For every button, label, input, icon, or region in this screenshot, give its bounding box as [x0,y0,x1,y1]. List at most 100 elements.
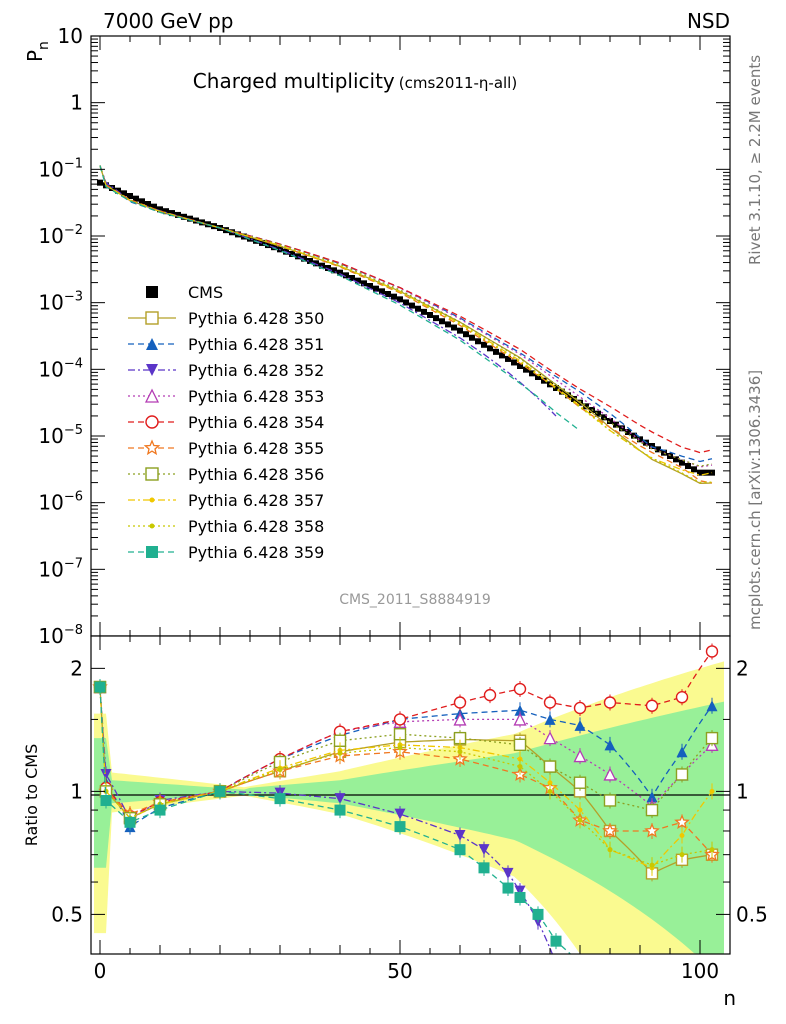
main-curves [97,165,715,484]
ratio-point [679,832,685,838]
ratio-point [573,701,587,715]
ratio-point [574,719,586,731]
cms-data-point [163,208,169,215]
ratio-point [706,700,718,712]
legend-marker [502,867,514,879]
chart-title-sub: (cms2011-η-all) [399,74,517,92]
cms-data-point [181,213,187,220]
cms-data-point [487,345,493,352]
legend-marker [604,739,616,751]
legend-marker [513,738,527,752]
ratio-point [603,696,617,709]
legend-marker [454,844,466,856]
ratio-point [100,768,112,780]
cms-data-point [403,299,409,306]
legend-marker [645,803,659,817]
ratio-point [274,793,286,805]
cms-data-point [397,296,403,303]
ratio-point [397,745,403,751]
legend-marker [393,713,407,726]
cms-data-point [553,385,559,391]
ratio-point [602,822,618,838]
cms-data-point [655,446,661,453]
analysis-watermark: CMS_2011_S8884919 [339,592,491,608]
legend-marker [674,814,690,829]
x-tick-label: 0 [94,959,107,983]
y-tick-base: 10 [38,424,63,448]
legend-entry: CMS [146,283,223,302]
cms-data-point [325,265,331,271]
legend-marker [602,822,618,838]
ratio-point [514,704,526,716]
cms-data-point [523,366,529,373]
y-tick-base: 10 [38,291,63,315]
legend-marker [709,788,715,794]
y-tick-base: 10 [38,491,63,515]
cms-data-point [457,327,463,334]
chart-title-main: Charged multiplicity [193,69,395,93]
cms-data-point [265,242,271,249]
legend-marker [607,847,613,853]
legend-label: Pythia 6.428 352 [188,361,324,380]
legend-marker [478,862,490,874]
cms-data-point [505,355,511,362]
legend-marker [454,829,466,841]
ratio-point [675,691,689,704]
legend-marker [573,701,587,715]
cms-data-point [415,305,421,312]
y-tick-exp: −6 [64,490,83,505]
legend-label: Pythia 6.428 358 [188,517,324,536]
y-tick-label: 10−8 [38,623,83,648]
cms-data-point [565,392,571,399]
cms-data-point [139,198,145,205]
ratio-point [124,816,136,828]
cms-data-point [157,206,163,213]
ratio-y-tick-label-right: 1 [736,779,749,803]
y-tick-base: 10 [38,157,63,181]
legend-marker [146,364,158,376]
y-tick-label: 10−6 [38,490,83,515]
legend-marker [705,645,719,658]
ratio-point [649,862,655,868]
legend-label: Pythia 6.428 357 [188,491,324,510]
ratio-point [577,817,583,823]
main-plot-background [91,36,730,636]
ratio-point [544,713,556,725]
ratio-line-352 [99,687,554,954]
cms-data-point [169,210,175,217]
ratio-point [513,682,527,696]
cms-data-point [289,251,295,257]
ratio-point [543,696,557,709]
ratio-point [334,804,346,816]
header-process: NSD [687,9,730,33]
legend-entry: Pythia 6.428 358 [128,517,324,536]
ratio-point [513,738,527,752]
legend-label: Pythia 6.428 350 [188,309,324,328]
ratio-point [607,847,613,853]
cms-data-point [409,302,415,309]
ratio-point [100,794,112,806]
ratio-point [646,791,658,803]
ratio-point [457,749,463,755]
legend-marker [675,768,689,781]
series-line-353 [99,165,713,468]
ratio-point [543,731,557,745]
cms-data-point [439,318,445,325]
legend-marker [574,719,586,731]
legend-marker [94,681,106,693]
ratio-point [532,908,544,920]
legend-marker [603,696,617,709]
cms-data-point [319,262,325,269]
ratio-point [453,696,467,709]
ratio-point [514,891,526,903]
legend-marker [146,546,158,558]
legend-marker [547,780,553,786]
legend-label: Pythia 6.428 354 [188,413,324,432]
legend-marker [679,852,685,858]
y-tick-exp: −7 [64,556,83,571]
legend-label: Pythia 6.428 355 [188,439,324,458]
cms-data-point [613,421,619,428]
legend-marker [334,793,346,805]
series-line-358 [99,165,713,484]
